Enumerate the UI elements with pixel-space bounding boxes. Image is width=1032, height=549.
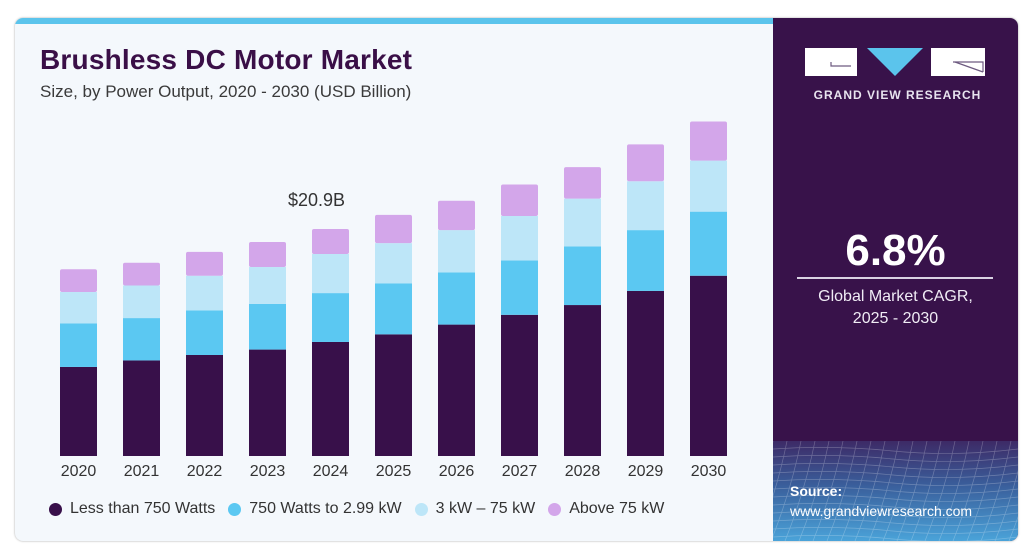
legend-label: 3 kW – 75 kW xyxy=(435,500,536,517)
x-tick-label: 2022 xyxy=(187,463,223,480)
bar-segment-2026-2 xyxy=(438,230,475,273)
bar-segment-2023-2 xyxy=(249,267,286,304)
bar-segment-2029-3 xyxy=(627,144,664,182)
bar-segment-2021-2 xyxy=(123,285,160,319)
chart-subtitle: Size, by Power Output, 2020 - 2030 (USD … xyxy=(40,82,412,101)
bar-segment-2027-2 xyxy=(501,215,538,261)
cagr-value: 6.8% xyxy=(845,226,946,275)
bar-segment-2020-2 xyxy=(60,292,97,324)
bar-segment-2021-3 xyxy=(123,262,160,286)
chart-legend: Less than 750 Watts 750 Watts to 2.99 kW 3… xyxy=(49,500,677,518)
chart-panel: Brushless DC Motor Market Size, by Power… xyxy=(15,18,773,541)
accent-bar xyxy=(15,18,773,24)
bar-segment-2030-0 xyxy=(690,275,727,456)
bar-segment-2029-2 xyxy=(627,181,664,231)
bar-group-2029 xyxy=(627,144,664,456)
legend-swatch-icon xyxy=(228,502,242,516)
bar-segment-2023-1 xyxy=(249,303,286,350)
bar-segment-2028-0 xyxy=(564,305,601,456)
bar-segment-2030-1 xyxy=(690,211,727,276)
legend-swatch-icon xyxy=(49,502,62,516)
decorative-grid-background xyxy=(773,441,1018,541)
divider xyxy=(797,277,993,279)
bar-segment-2024-3 xyxy=(312,229,349,255)
value-annotation: $20.9B xyxy=(288,190,345,210)
bar-segment-2020-1 xyxy=(60,323,97,367)
cagr-label-line2: 2025 - 2030 xyxy=(852,310,939,327)
source-label: Source: xyxy=(790,483,843,499)
infographic-card: Brushless DC Motor Market Size, by Power… xyxy=(15,18,1018,541)
bar-segment-2022-3 xyxy=(186,251,223,276)
bar-segment-2020-3 xyxy=(60,269,97,293)
bar-segment-2022-0 xyxy=(186,355,223,456)
bar-segment-2026-0 xyxy=(438,324,475,456)
bar-group-2022 xyxy=(186,251,223,456)
sidebar-panel: GRAND VIEW RESEARCH 6.8% Global Market C… xyxy=(773,18,1018,541)
bar-segment-2025-3 xyxy=(375,214,412,244)
bar-segment-2020-0 xyxy=(60,366,97,456)
x-tick-label: 2024 xyxy=(313,463,349,480)
bar-group-2027 xyxy=(501,184,538,456)
bar-segment-2025-1 xyxy=(375,283,412,335)
bar-segment-2030-3 xyxy=(690,121,727,161)
bar-segment-2028-1 xyxy=(564,246,601,306)
bar-segment-2029-0 xyxy=(627,290,664,456)
legend-item: Above 75 kW xyxy=(548,500,664,518)
bar-segment-2024-1 xyxy=(312,293,349,342)
bar-segment-2023-3 xyxy=(249,242,286,268)
bar-group-2021 xyxy=(123,262,160,456)
bar-segment-2027-3 xyxy=(501,184,538,216)
bar-segment-2025-0 xyxy=(375,334,412,456)
bar-segment-2021-0 xyxy=(123,360,160,456)
x-tick-label: 2028 xyxy=(565,463,601,480)
bar-group-2023 xyxy=(249,242,286,456)
x-tick-label: 2029 xyxy=(628,463,664,480)
brand-name: GRAND VIEW RESEARCH xyxy=(813,88,982,102)
bar-segment-2026-1 xyxy=(438,272,475,325)
bar-segment-2021-1 xyxy=(123,318,160,361)
bar-segment-2028-3 xyxy=(564,167,601,199)
logo-v-triangle xyxy=(867,48,923,76)
bar-segment-2023-0 xyxy=(249,349,286,456)
cagr-label: Global Market CAGR, 2025 - 2030 xyxy=(773,286,1018,330)
x-tick-label: 2020 xyxy=(61,463,97,480)
legend-item: 750 Watts to 2.99 kW xyxy=(228,500,402,518)
bar-segment-2022-2 xyxy=(186,275,223,311)
stacked-bar-chart: 2020 2021 2022 2023 2024 $20.9B 2025 2026 2027 20… xyxy=(60,121,727,480)
bar-segment-2025-2 xyxy=(375,243,412,284)
bar-segment-2028-2 xyxy=(564,198,601,247)
bar-segment-2029-1 xyxy=(627,230,664,291)
legend-swatch-icon xyxy=(414,502,428,516)
bar-group-2024 xyxy=(312,229,349,456)
x-tick-label: 2030 xyxy=(691,463,727,480)
x-tick-label: 2026 xyxy=(439,463,475,480)
legend-label: 750 Watts to 2.99 kW xyxy=(249,500,402,517)
bar-segment-2030-2 xyxy=(690,160,727,212)
legend-label: Less than 750 Watts xyxy=(70,500,216,517)
bar-group-2025 xyxy=(375,214,412,456)
bar-segment-2027-1 xyxy=(501,260,538,315)
wireframe-pattern xyxy=(773,441,1018,541)
grand-view-research-logo xyxy=(805,48,985,76)
x-tick-label: 2025 xyxy=(376,463,412,480)
bar-segment-2024-0 xyxy=(312,341,349,456)
legend-label: Above 75 kW xyxy=(569,500,665,517)
legend-swatch-icon xyxy=(548,502,562,516)
chart-title: Brushless DC Motor Market xyxy=(40,44,413,75)
source-link[interactable]: www.grandviewresearch.com xyxy=(790,503,973,519)
bar-group-2028 xyxy=(564,167,601,456)
legend-item: Less than 750 Watts xyxy=(49,500,215,518)
cagr-label-line1: Global Market CAGR, xyxy=(818,288,973,305)
x-tick-label: 2021 xyxy=(124,463,160,480)
bar-group-2030 xyxy=(690,121,727,456)
x-tick-label: 2027 xyxy=(502,463,538,480)
x-tick-label: 2023 xyxy=(250,463,286,480)
bar-segment-2024-2 xyxy=(312,254,349,294)
bar-segment-2026-3 xyxy=(438,200,475,231)
bar-group-2020 xyxy=(60,269,97,456)
bar-group-2026 xyxy=(438,200,475,456)
bar-segment-2027-0 xyxy=(501,314,538,456)
legend-item: 3 kW – 75 kW xyxy=(414,500,536,518)
bar-segment-2022-1 xyxy=(186,310,223,356)
